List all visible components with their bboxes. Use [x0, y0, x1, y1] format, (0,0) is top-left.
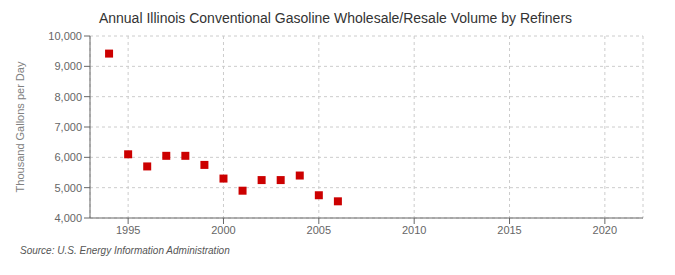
- svg-text:2000: 2000: [211, 224, 235, 236]
- svg-text:1995: 1995: [116, 224, 140, 236]
- svg-text:2010: 2010: [402, 224, 426, 236]
- svg-text:10,000: 10,000: [48, 30, 82, 42]
- svg-text:9,000: 9,000: [54, 60, 82, 72]
- html-text:Source: U.S. Energy Informatio: Source: U.S. Energy Information Administ…: [20, 245, 230, 256]
- svg-text:5,000: 5,000: [54, 182, 82, 194]
- svg-text:8,000: 8,000: [54, 91, 82, 103]
- svg-text:2020: 2020: [593, 224, 617, 236]
- svg-text:2005: 2005: [307, 224, 331, 236]
- svg-text:Thousand Gallons per Day: Thousand Gallons per Day: [14, 61, 26, 192]
- svg-text:7,000: 7,000: [54, 121, 82, 133]
- svg-text:2015: 2015: [497, 224, 521, 236]
- svg-text:6,000: 6,000: [54, 151, 82, 163]
- html-text:Annual Illinois Conventional G: Annual Illinois Conventional Gasoline Wh…: [98, 10, 573, 26]
- svg-text:4,000: 4,000: [54, 212, 82, 224]
